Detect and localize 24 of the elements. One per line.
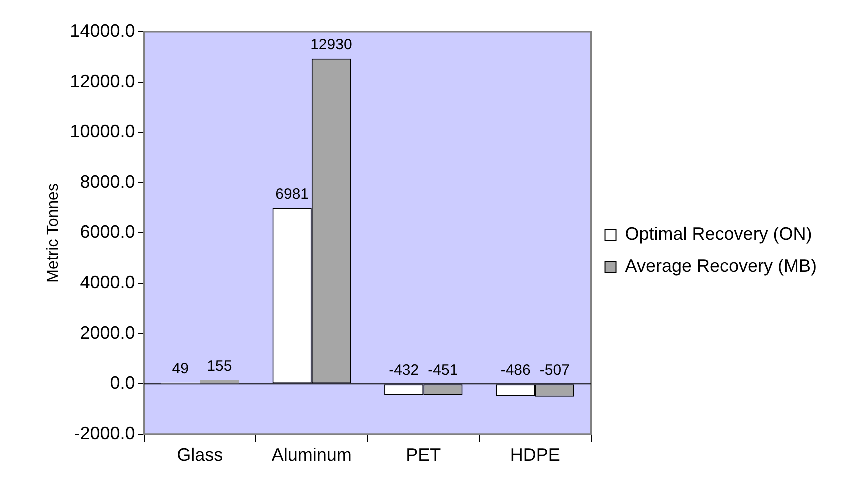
data-label: -432 bbox=[389, 362, 420, 380]
data-label: -507 bbox=[540, 362, 570, 380]
y-tick-label: 2000.0 bbox=[80, 322, 136, 343]
data-label: 155 bbox=[207, 358, 232, 375]
x-tick-label: Glass bbox=[177, 445, 224, 466]
data-label: 6981 bbox=[276, 186, 310, 204]
legend-label: Optimal Recovery (ON) bbox=[625, 224, 812, 244]
data-label: 49 bbox=[172, 360, 189, 378]
legend-label: Average Recovery (MB) bbox=[625, 256, 817, 276]
y-tick-label: 0.0 bbox=[110, 373, 136, 394]
y-tick-label: 10000.0 bbox=[70, 122, 136, 142]
y-tick-label: 12000.0 bbox=[70, 71, 136, 92]
x-tick-label: PET bbox=[406, 445, 442, 466]
y-tick-label: -2000.0 bbox=[74, 423, 136, 444]
data-label: 12930 bbox=[310, 36, 352, 54]
y-tick-label: 14000.0 bbox=[70, 20, 136, 41]
y-tick-label: 8000.0 bbox=[80, 172, 136, 192]
x-tick-label: Aluminum bbox=[272, 445, 352, 466]
data-label: -451 bbox=[428, 362, 458, 380]
y-tick-label: 6000.0 bbox=[80, 222, 136, 242]
y-tick-label: 4000.0 bbox=[80, 272, 136, 292]
data-label: -486 bbox=[500, 362, 531, 380]
x-tick-label: HDPE bbox=[510, 445, 560, 466]
y-axis-title: Metric Tonnes bbox=[45, 184, 62, 283]
